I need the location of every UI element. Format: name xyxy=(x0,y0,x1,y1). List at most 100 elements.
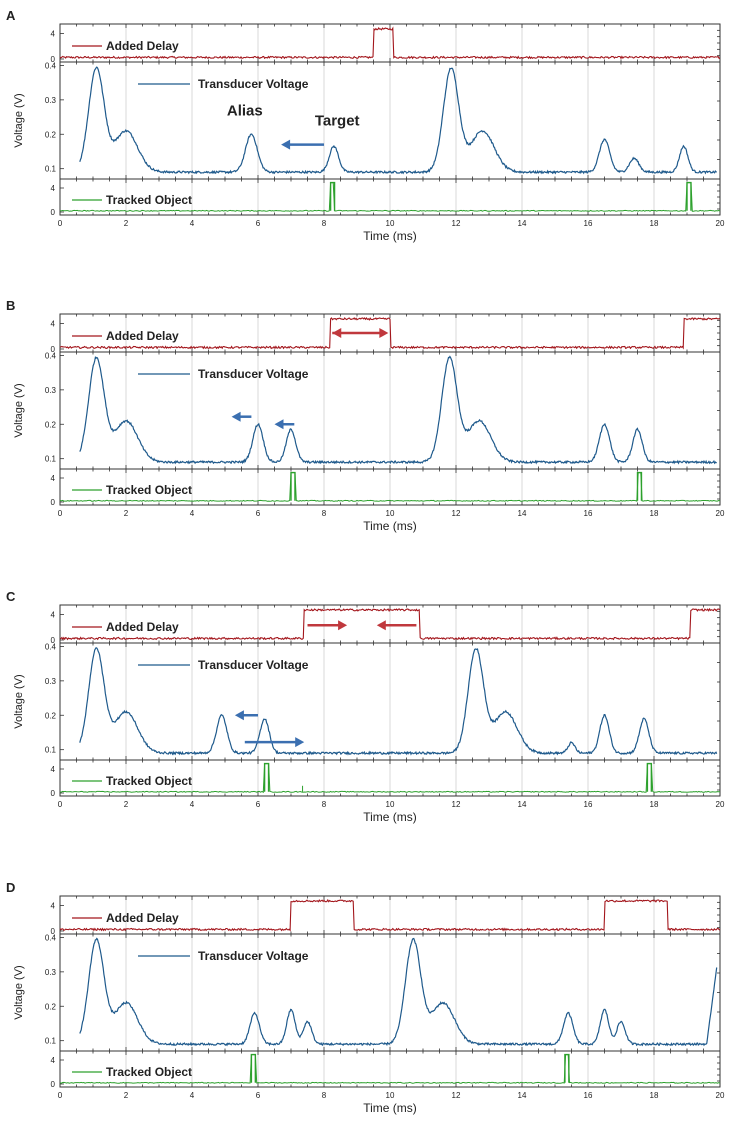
xtick-label: 0 xyxy=(58,219,63,228)
tracked-legend-label: Tracked Object xyxy=(106,193,192,207)
delay-trace xyxy=(59,898,721,932)
voltage-ytick-label: 0.1 xyxy=(45,746,57,755)
xtick-label: 0 xyxy=(58,1091,63,1100)
xtick-label: 6 xyxy=(256,509,261,518)
voltage-ytick-label: 0.4 xyxy=(45,61,57,70)
x-axis-label: Time (ms) xyxy=(363,229,417,243)
annotation-label: Target xyxy=(315,113,360,130)
xtick-label: 8 xyxy=(322,800,327,809)
tracked-trace xyxy=(59,472,721,502)
delay-legend-label: Added Delay xyxy=(106,329,179,343)
xtick-label: 16 xyxy=(584,800,593,809)
delay-legend-label: Added Delay xyxy=(106,911,179,925)
panel-b: B 0 4 Added Delay 0.1 0.2 0.3 0.4 Voltage (V) Tra… xyxy=(6,298,725,533)
tracked-ytick-label: 0 xyxy=(51,1080,56,1089)
xtick-label: 12 xyxy=(452,800,461,809)
voltage-ytick-label: 0.2 xyxy=(45,420,57,429)
delay-legend-label: Added Delay xyxy=(106,620,179,634)
arrow-head xyxy=(231,411,241,422)
xtick-label: 12 xyxy=(452,509,461,518)
tracked-ytick-label: 4 xyxy=(51,765,56,774)
tracked-pulse xyxy=(250,1053,257,1083)
voltage-ytick-label: 0.4 xyxy=(45,351,57,360)
arrow-head xyxy=(274,419,284,430)
xtick-label: 10 xyxy=(386,800,395,809)
delay-ytick-label: 0 xyxy=(51,636,56,645)
xtick-label: 18 xyxy=(650,219,659,228)
arrow-head xyxy=(332,328,342,338)
voltage-ytick-label: 0.4 xyxy=(45,642,57,651)
xtick-label: 10 xyxy=(386,219,395,228)
delay-ytick-label: 0 xyxy=(51,927,56,936)
voltage-ytick-label: 0.3 xyxy=(45,677,57,686)
arrow-head xyxy=(338,620,348,631)
delay-ytick-label: 0 xyxy=(51,55,56,64)
tracked-ytick-label: 4 xyxy=(51,1056,56,1065)
arrow-head xyxy=(376,620,386,631)
tracked-trace xyxy=(59,182,721,212)
voltage-ytick-label: 0.1 xyxy=(45,165,57,174)
xtick-label: 4 xyxy=(190,219,195,228)
xtick-label: 18 xyxy=(650,800,659,809)
delay-trace xyxy=(59,317,721,350)
xtick-label: 2 xyxy=(124,509,129,518)
xtick-label: 14 xyxy=(518,800,527,809)
x-axis-label: Time (ms) xyxy=(363,810,417,824)
xtick-label: 20 xyxy=(716,509,725,518)
xtick-label: 16 xyxy=(584,219,593,228)
xtick-label: 2 xyxy=(124,1091,129,1100)
tracked-legend-label: Tracked Object xyxy=(106,774,192,788)
xtick-label: 4 xyxy=(190,1091,195,1100)
tracked-ytick-label: 0 xyxy=(51,498,56,507)
tracked-ytick-label: 0 xyxy=(51,789,56,798)
delay-legend-label: Added Delay xyxy=(106,39,179,53)
voltage-ylabel: Voltage (V) xyxy=(13,383,25,437)
voltage-trace xyxy=(79,647,718,756)
xtick-label: 4 xyxy=(190,800,195,809)
tracked-trace xyxy=(59,1054,721,1084)
tracked-pulse xyxy=(263,762,270,792)
voltage-ytick-label: 0.1 xyxy=(45,455,57,464)
tracked-legend-label: Tracked Object xyxy=(106,1065,192,1079)
xtick-label: 2 xyxy=(124,219,129,228)
tracked-ytick-label: 4 xyxy=(51,474,56,483)
xtick-label: 20 xyxy=(716,219,725,228)
voltage-ytick-label: 0.2 xyxy=(45,711,57,720)
x-axis-label: Time (ms) xyxy=(363,519,417,533)
voltage-legend-label: Transducer Voltage xyxy=(198,658,309,672)
voltage-ytick-label: 0.4 xyxy=(45,933,57,942)
panel-label: A xyxy=(6,8,16,23)
delay-trace xyxy=(59,26,721,60)
panel-c: C 0 4 Added Delay 0.1 0.2 0.3 0.4 Voltage (V) Tra… xyxy=(6,589,725,824)
xtick-label: 6 xyxy=(256,219,261,228)
voltage-trace xyxy=(79,937,718,1047)
voltage-ylabel: Voltage (V) xyxy=(13,965,25,1019)
xtick-label: 14 xyxy=(518,1091,527,1100)
delay-trace xyxy=(59,607,721,641)
panel-label: C xyxy=(6,589,16,604)
xtick-label: 10 xyxy=(386,1091,395,1100)
arrow-head xyxy=(234,710,244,721)
xtick-label: 14 xyxy=(518,219,527,228)
xtick-label: 18 xyxy=(650,509,659,518)
annotation-label: Alias xyxy=(227,102,263,119)
delay-ytick-label: 4 xyxy=(51,319,56,328)
xtick-label: 2 xyxy=(124,800,129,809)
xtick-label: 0 xyxy=(58,800,63,809)
voltage-legend-label: Transducer Voltage xyxy=(198,367,309,381)
panel-label: D xyxy=(6,880,15,895)
panel-a: A 0 4 Added Delay 0.1 0.2 0.3 0.4 Voltage (V) Tra… xyxy=(6,8,725,243)
xtick-label: 6 xyxy=(256,800,261,809)
voltage-ylabel: Voltage (V) xyxy=(13,93,25,147)
arrow-head xyxy=(295,737,305,748)
arrow-head xyxy=(379,328,389,338)
x-axis-label: Time (ms) xyxy=(363,1101,417,1115)
xtick-label: 16 xyxy=(584,1091,593,1100)
delay-ytick-label: 4 xyxy=(51,29,56,38)
voltage-ytick-label: 0.2 xyxy=(45,1002,57,1011)
delay-ytick-label: 4 xyxy=(51,610,56,619)
xtick-label: 0 xyxy=(58,509,63,518)
voltage-legend-label: Transducer Voltage xyxy=(198,949,309,963)
xtick-label: 12 xyxy=(452,1091,461,1100)
tracked-ytick-label: 4 xyxy=(51,184,56,193)
